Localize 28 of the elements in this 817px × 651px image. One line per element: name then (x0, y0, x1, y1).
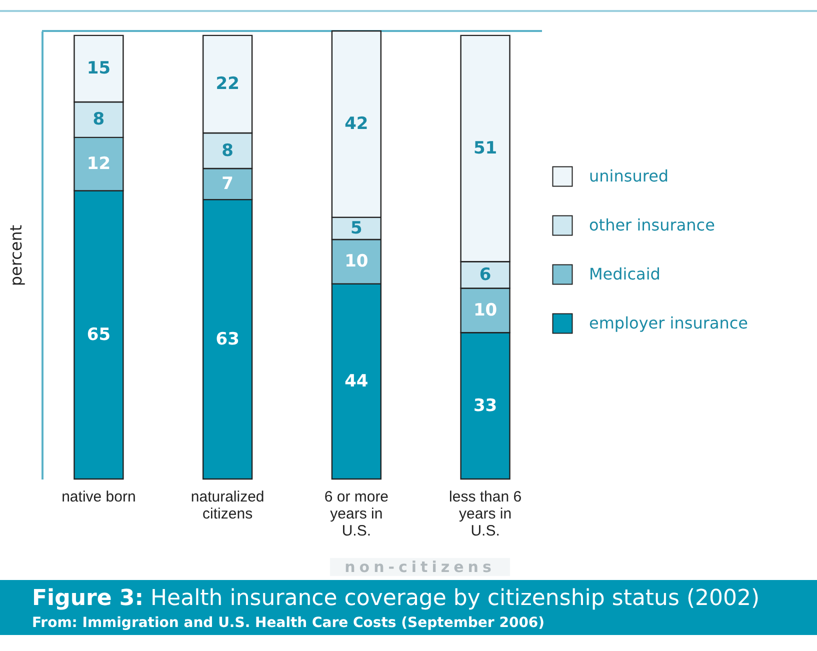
data-label: 8 (92, 110, 105, 130)
data-label: 5 (350, 218, 362, 238)
data-label: 10 (344, 252, 368, 272)
data-label: 63 (216, 329, 240, 350)
data-label: 6 (479, 264, 492, 285)
data-label: 8 (222, 140, 234, 161)
data-label: 51 (473, 138, 498, 159)
data-label: 42 (344, 114, 368, 134)
x-tick-label: 6 or more years in U.S. (324, 488, 389, 540)
data-label: 22 (216, 74, 240, 94)
legend-label: Medicaid (589, 264, 660, 284)
data-label: 10 (473, 300, 498, 320)
x-tick-label: native born (62, 488, 136, 506)
legend-label: uninsured (589, 166, 669, 186)
x-tick-label: naturalized citizens (190, 488, 264, 522)
text: non-citizens (330, 558, 510, 576)
data-label: 44 (344, 371, 368, 392)
data-label: 33 (473, 396, 498, 416)
data-label: 15 (86, 58, 111, 79)
text: From: Immigration and U.S. Health Care Costs (September 2006) (32, 615, 546, 631)
text: Figure 3: Health insurance coverage by citizenship status (2002) (32, 586, 761, 611)
data-label: 65 (86, 324, 111, 345)
y-axis-title: percent (6, 224, 26, 286)
x-tick-label: less than 6 years in U.S. (449, 488, 522, 540)
data-label: 12 (86, 154, 111, 174)
legend-label: employer insurance (589, 314, 748, 332)
legend-label: other insurance (589, 216, 715, 234)
data-label: 7 (222, 174, 234, 194)
